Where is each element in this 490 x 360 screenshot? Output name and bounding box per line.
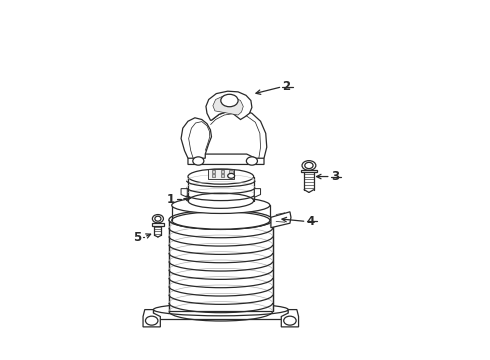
Polygon shape xyxy=(301,170,317,172)
Text: 5: 5 xyxy=(133,230,141,243)
Polygon shape xyxy=(220,174,224,177)
Polygon shape xyxy=(213,96,243,115)
Ellipse shape xyxy=(246,157,257,165)
Polygon shape xyxy=(220,170,224,173)
Polygon shape xyxy=(153,310,288,319)
Text: 4: 4 xyxy=(307,215,315,228)
Ellipse shape xyxy=(152,215,164,223)
Text: 1: 1 xyxy=(167,193,175,206)
Polygon shape xyxy=(152,223,164,226)
Ellipse shape xyxy=(284,316,296,325)
Ellipse shape xyxy=(228,174,235,178)
Text: 2: 2 xyxy=(282,80,291,93)
Ellipse shape xyxy=(302,161,316,170)
Ellipse shape xyxy=(305,162,313,168)
Text: 3: 3 xyxy=(331,170,339,183)
Polygon shape xyxy=(212,174,216,177)
Polygon shape xyxy=(188,154,264,165)
Polygon shape xyxy=(181,189,187,197)
Polygon shape xyxy=(212,170,216,173)
Ellipse shape xyxy=(172,212,270,229)
Ellipse shape xyxy=(188,193,254,208)
Polygon shape xyxy=(281,310,298,327)
Polygon shape xyxy=(208,168,234,179)
Ellipse shape xyxy=(155,216,161,221)
Ellipse shape xyxy=(188,169,254,184)
Ellipse shape xyxy=(146,316,158,325)
Polygon shape xyxy=(229,174,233,177)
Ellipse shape xyxy=(221,94,238,107)
Polygon shape xyxy=(271,212,291,228)
Polygon shape xyxy=(143,310,160,327)
Ellipse shape xyxy=(172,197,270,213)
Polygon shape xyxy=(229,170,233,173)
Polygon shape xyxy=(254,189,261,197)
Ellipse shape xyxy=(193,157,204,165)
Ellipse shape xyxy=(169,210,272,229)
Polygon shape xyxy=(169,220,272,311)
Polygon shape xyxy=(206,91,252,120)
Ellipse shape xyxy=(153,303,288,316)
